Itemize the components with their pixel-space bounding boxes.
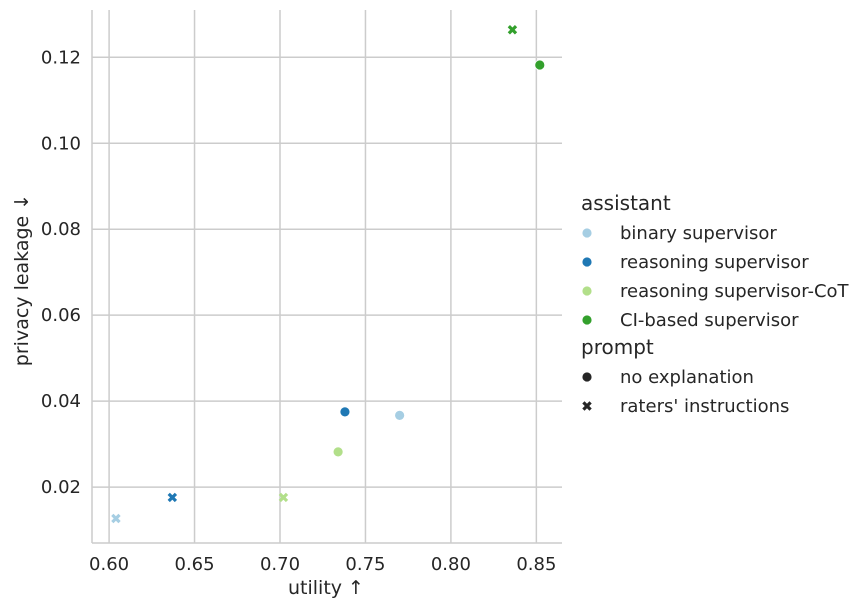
data-point (394, 409, 406, 421)
legend-marker (581, 314, 593, 326)
x-tick-label: 0.65 (175, 554, 215, 575)
y-tick-label: 0.10 (41, 133, 81, 154)
data-point (278, 492, 289, 503)
x-tick-label: 0.80 (431, 554, 471, 575)
legend-assistant-entries: binary supervisor reasoning supervisor rea… (581, 223, 850, 331)
legend-marker (581, 256, 593, 268)
x-tick-label: 0.60 (89, 554, 129, 575)
y-tick-labels: 0.02 0.04 0.06 0.08 0.10 0.12 (41, 47, 81, 498)
x-tick-labels: 0.60 0.65 0.70 0.75 0.80 0.85 (89, 554, 556, 575)
legend-marker (581, 285, 593, 297)
y-tick-label: 0.04 (41, 391, 81, 412)
data-point (339, 406, 351, 418)
legend-label: binary supervisor (620, 223, 777, 244)
legend-label: reasoning supervisor (620, 252, 809, 273)
legend-label: CI-based supervisor (620, 310, 799, 331)
data-point (534, 59, 546, 71)
data-point (111, 513, 121, 524)
y-tick-label: 0.08 (41, 219, 81, 240)
legend-label: no explanation (620, 367, 754, 388)
y-axis-label: privacy leakage ↓ (11, 194, 33, 366)
axes-spines (91, 10, 562, 544)
legend-label: reasoning supervisor-CoT (620, 281, 850, 302)
y-tick-label: 0.06 (41, 305, 81, 326)
legend-label: raters' instructions (620, 396, 789, 417)
legend-title-assistant: assistant (581, 191, 671, 215)
legend: assistant binary supervisor reasoning sup… (581, 191, 850, 417)
legend-marker (581, 227, 593, 239)
data-point (507, 25, 518, 35)
data-point (167, 492, 178, 503)
legend-marker (581, 371, 593, 383)
legend-prompt-entries: no explanation raters' instructions (581, 367, 789, 417)
y-tick-label: 0.02 (41, 477, 81, 498)
data-points (111, 25, 546, 524)
y-tick-label: 0.12 (41, 47, 81, 68)
data-point (332, 446, 344, 458)
legend-title-prompt: prompt (581, 335, 654, 359)
x-tick-label: 0.75 (345, 554, 385, 575)
grid-lines (92, 10, 562, 543)
legend-marker (582, 401, 592, 411)
x-axis-label: utility ↑ (288, 577, 364, 599)
x-tick-label: 0.70 (260, 554, 300, 575)
x-tick-label: 0.85 (516, 554, 556, 575)
